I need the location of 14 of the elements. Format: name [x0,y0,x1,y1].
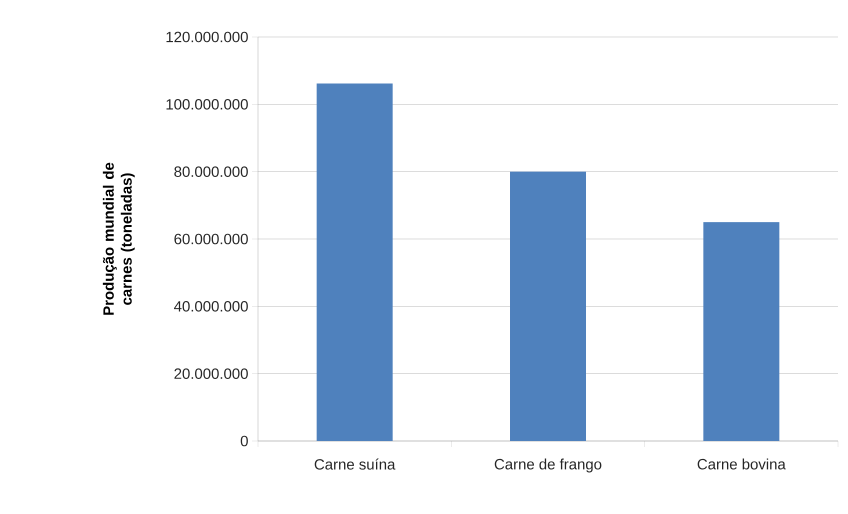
x-tick-label: Carne suína [314,458,396,470]
bar [316,83,393,441]
y-tick-label: 80.000.000 [174,166,248,177]
x-tick-label: Carne de frango [494,458,602,472]
y-tick-label: 20.000.000 [174,368,248,379]
bar [510,172,586,441]
y-axis-title: Produção mundial de carnes (toneladas) [102,162,135,315]
y-tick-label: 40.000.000 [174,301,248,312]
y-tick-label: 100.000.000 [166,99,248,110]
y-tick-label: 120.000.000 [166,32,248,42]
y-tick-label: 0 [240,436,248,446]
bar [703,222,780,441]
y-tick-label: 60.000.000 [174,234,248,244]
x-tick-label: Carne bovina [698,458,786,470]
